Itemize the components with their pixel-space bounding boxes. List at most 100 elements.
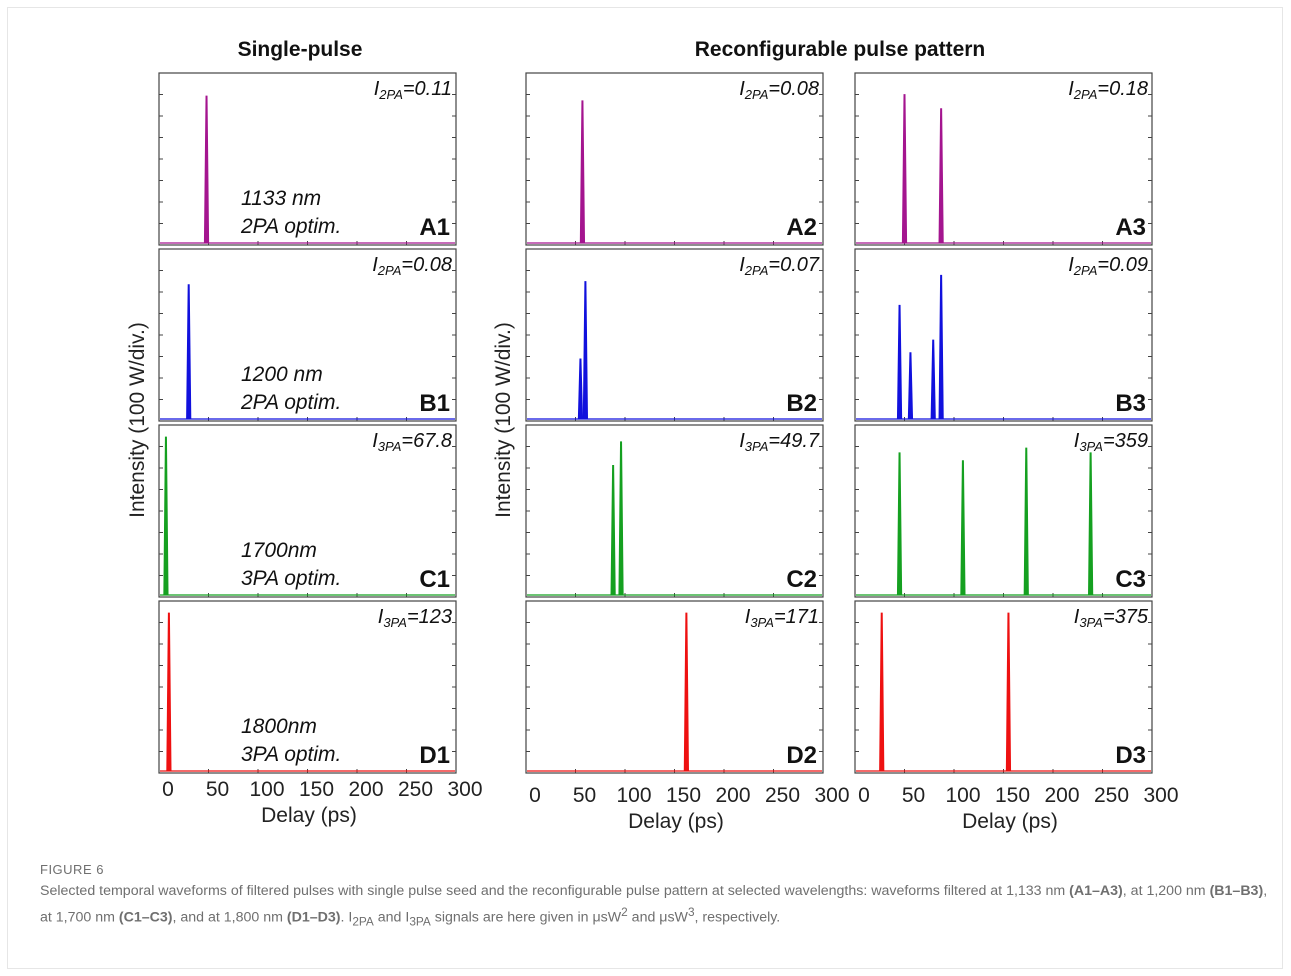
metric-symbol: I <box>1068 254 1074 276</box>
metric-label-A1: I2PA=0.11 <box>374 78 452 102</box>
pulse-C2-2 <box>618 441 624 596</box>
panel-id-B1: B1 <box>419 390 450 417</box>
pulse-B3-1 <box>896 304 903 420</box>
column-title-reconfig: Reconfigurable pulse pattern <box>695 38 986 61</box>
panel-frame <box>525 424 824 598</box>
x-axis-title-2: Delay (ps) <box>628 810 724 833</box>
panel-note-B1: 2PA optim. <box>240 391 341 414</box>
metric-value: =375 <box>1103 606 1149 628</box>
figure-caption: FIGURE 6 Selected temporal waveforms of … <box>40 862 1270 933</box>
panel-id-C3: C3 <box>1115 566 1146 593</box>
metric-label-C3: I3PA=359 <box>1074 430 1148 454</box>
panel-note-D1: 1800nm <box>241 715 317 738</box>
x-tick-label: 300 <box>1143 784 1178 807</box>
x-tick-label: 250 <box>765 784 800 807</box>
metric-value: =0.11 <box>403 78 452 100</box>
pulse-B3-2 <box>907 352 914 420</box>
panel-frame <box>854 600 1153 774</box>
pulse-A3-2 <box>938 108 944 244</box>
panel-id-B2: B2 <box>786 390 817 417</box>
panel-id-B3: B3 <box>1115 390 1146 417</box>
metric-subscript: 2PA <box>744 87 769 102</box>
column-title-single: Single-pulse <box>238 38 363 61</box>
panel-id-A3: A3 <box>1115 214 1146 241</box>
metric-symbol: I <box>739 78 745 100</box>
panel-id-C1: C1 <box>419 566 450 593</box>
metric-symbol: I <box>739 254 745 276</box>
panel-note-A1: 2PA optim. <box>240 215 341 238</box>
x-axis-layer: 0 50 100 150 200 250 300 0 50 100 150 200 250 300 0 50 1… <box>162 778 1178 807</box>
panel-frame <box>525 600 824 774</box>
metric-value: =0.09 <box>1097 254 1148 276</box>
panel-frame <box>158 600 457 774</box>
caption-text: Selected temporal waveforms of filtered … <box>40 883 1268 929</box>
metric-label-B2: I2PA=0.07 <box>739 254 820 278</box>
pulse-D3-1 <box>879 612 885 772</box>
x-tick-label: 50 <box>902 784 925 807</box>
pulse-B1-1 <box>186 284 192 420</box>
metric-symbol: I <box>1068 78 1074 100</box>
panel-note-C1: 1700nm <box>241 539 317 562</box>
metric-value: =359 <box>1103 430 1148 452</box>
metric-value: =49.7 <box>768 430 819 452</box>
y-axis-label-mid: Intensity (100 W/div.) <box>492 322 515 518</box>
figure-6-chart: Single-pulse Reconfigurable pulse patter… <box>126 38 1179 833</box>
pulse-C2-1 <box>610 465 616 596</box>
x-tick-label: 100 <box>249 778 284 801</box>
pulse-B3-3 <box>930 339 936 420</box>
metric-subscript: 3PA <box>1079 439 1103 454</box>
panel-id-A2: A2 <box>786 214 817 241</box>
metric-symbol: I <box>745 606 751 628</box>
pulse-C1-1 <box>163 436 169 596</box>
x-tick-label: 200 <box>348 778 383 801</box>
x-tick-label: 0 <box>162 778 174 801</box>
metric-symbol: I <box>372 254 378 276</box>
panel-C1: I3PA=67.8 1700nm 3PA optim. C1 <box>158 424 457 598</box>
metric-label-D1: I3PA=123 <box>378 606 452 630</box>
y-axis-label-left: Intensity (100 W/div.) <box>126 322 149 518</box>
x-tick-label: 150 <box>299 778 334 801</box>
panel-note-A1: 1133 nm <box>241 187 321 210</box>
metric-label-B3: I2PA=0.09 <box>1068 254 1148 278</box>
metric-symbol: I <box>1074 606 1080 628</box>
panel-id-D1: D1 <box>419 742 450 769</box>
pulse-D2-1 <box>683 612 689 772</box>
pulse-C3-2 <box>960 460 966 596</box>
metric-symbol: I <box>1074 430 1080 452</box>
metric-subscript: 2PA <box>1073 263 1098 278</box>
panel-id-C2: C2 <box>786 566 817 593</box>
metric-value: =0.18 <box>1097 78 1148 100</box>
metric-subscript: 3PA <box>750 615 774 630</box>
panel-id-D3: D3 <box>1115 742 1146 769</box>
pulse-D1-1 <box>166 612 172 772</box>
panel-D1: I3PA=123 1800nm 3PA optim. D1 <box>158 600 457 774</box>
panel-D2: I3PA=171 D2 <box>525 600 824 774</box>
pulse-C3-3 <box>1023 447 1029 596</box>
x-axis-title-1: Delay (ps) <box>261 804 357 827</box>
panel-A1: I2PA=0.11 1133 nm 2PA optim. A1 <box>158 72 457 246</box>
metric-value: =0.08 <box>768 78 819 100</box>
metric-subscript: 3PA <box>1079 615 1103 630</box>
x-tick-label: 200 <box>1044 784 1079 807</box>
metric-value: =67.8 <box>401 430 452 452</box>
x-tick-label: 150 <box>666 784 701 807</box>
panel-note-B1: 1200 nm <box>241 363 323 386</box>
metric-symbol: I <box>378 606 384 628</box>
panel-B1: I2PA=0.08 1200 nm 2PA optim. B1 <box>158 248 457 422</box>
pulse-B2-1 <box>577 358 584 420</box>
metric-symbol: I <box>372 430 378 452</box>
metric-value: =0.08 <box>401 254 452 276</box>
x-tick-label: 200 <box>715 784 750 807</box>
pulse-D3-2 <box>1005 612 1012 772</box>
x-axis-title-3: Delay (ps) <box>962 810 1058 833</box>
metric-label-D2: I3PA=171 <box>745 606 819 630</box>
metric-label-C1: I3PA=67.8 <box>372 430 452 454</box>
metric-symbol: I <box>374 78 380 100</box>
metric-label-A3: I2PA=0.18 <box>1068 78 1148 102</box>
panel-note-C1: 3PA optim. <box>241 567 341 590</box>
metric-subscript: 3PA <box>383 615 407 630</box>
metric-subscript: 3PA <box>745 439 769 454</box>
metric-subscript: 2PA <box>377 263 402 278</box>
panel-id-A1: A1 <box>419 214 450 241</box>
pulse-C3-4 <box>1088 452 1094 596</box>
